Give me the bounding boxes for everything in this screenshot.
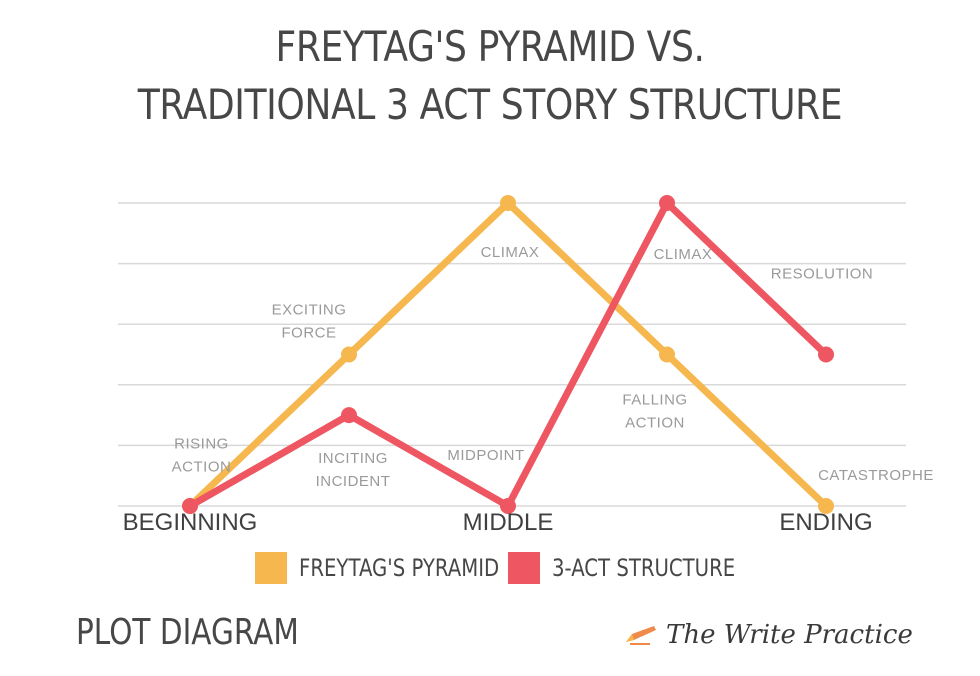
- point-label: CLIMAX: [654, 246, 713, 263]
- data-point: [341, 346, 357, 363]
- plot-diagram-label: PLOT DIAGRAM: [76, 612, 299, 653]
- legend-item-three-act: 3-ACT STRUCTURE: [508, 552, 775, 584]
- point-label: EXCITING FORCE: [272, 302, 347, 342]
- legend-label-freytag: FREYTAG'S PYRAMID: [299, 554, 500, 582]
- legend-item-freytag: FREYTAG'S PYRAMID: [255, 552, 543, 584]
- x-tick-label: MIDDLE: [463, 509, 554, 536]
- point-label: RISING ACTION: [172, 435, 232, 475]
- point-label: CATASTROPHE: [818, 467, 934, 484]
- legend-swatch-freytag: [255, 552, 287, 584]
- chart-title-line-1: FREYTAG'S PYRAMID VS.: [275, 22, 705, 71]
- data-point: [341, 407, 357, 424]
- legend-label-three-act: 3-ACT STRUCTURE: [552, 554, 736, 582]
- brand-logo: The Write Practice: [624, 620, 913, 650]
- data-point: [182, 498, 198, 514]
- logo-text: The Write Practice: [666, 620, 913, 650]
- point-label: FALLING ACTION: [622, 392, 687, 432]
- pencil-icon: [626, 626, 656, 645]
- data-point: [500, 498, 516, 514]
- data-point: [659, 346, 675, 363]
- x-tick-label: BEGINNING: [123, 509, 258, 536]
- chart-title-line-2: TRADITIONAL 3 ACT STORY STRUCTURE: [137, 80, 843, 129]
- data-point: [818, 498, 834, 514]
- x-tick-label: ENDING: [779, 509, 872, 536]
- point-label: INCITING INCIDENT: [316, 450, 391, 490]
- data-point: [659, 195, 675, 211]
- data-point: [818, 346, 834, 363]
- data-point: [500, 195, 516, 211]
- point-label: MIDPOINT: [447, 447, 524, 464]
- point-label: CLIMAX: [481, 244, 540, 261]
- point-label: RESOLUTION: [771, 266, 874, 283]
- legend-swatch-three-act: [508, 552, 540, 584]
